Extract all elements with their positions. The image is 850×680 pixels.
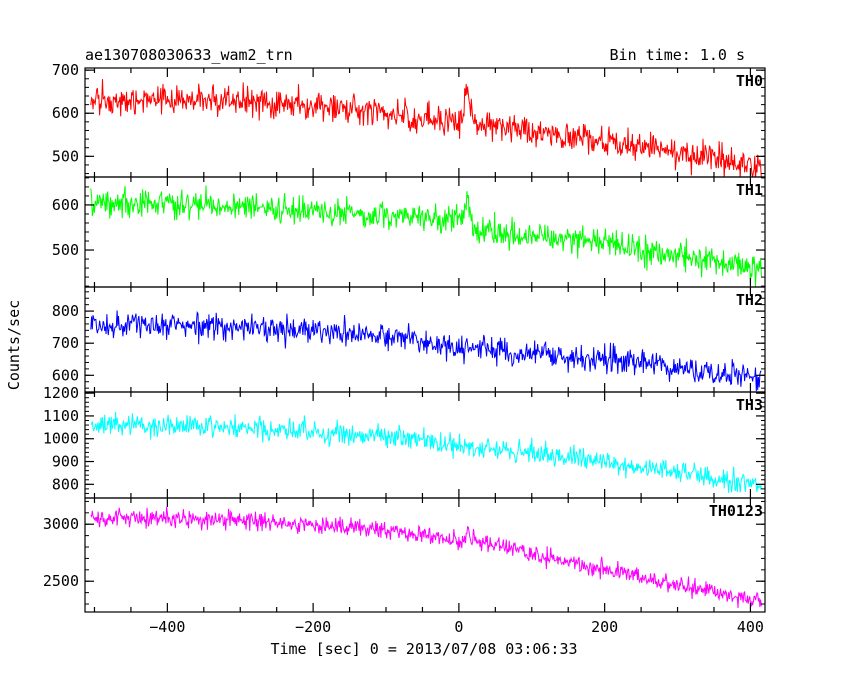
- x-tick-label: 200: [591, 618, 618, 636]
- panel-th0123: 2500 3000 TH0123: [43, 497, 766, 613]
- series-label-th2: TH2: [736, 291, 763, 309]
- y-tick-label: 700: [52, 61, 79, 79]
- panels-group: 500 600 700 TH0 500 600 TH1 600 700 800 TH2 800 900 1…: [43, 61, 766, 636]
- y-tick-label: 2500: [43, 572, 79, 590]
- y-tick-label: 3000: [43, 515, 79, 533]
- panel-frame: [84, 286, 766, 393]
- panel-th2: 600 700 800 TH2: [52, 286, 766, 393]
- series-line-th2: [90, 310, 762, 392]
- panel-frame: [84, 176, 766, 288]
- y-axis-label: Counts/sec: [5, 300, 23, 390]
- y-tick-label: 900: [52, 453, 79, 471]
- series-line-th1: [90, 185, 762, 287]
- y-tick-label: 600: [52, 196, 79, 214]
- y-tick-label: 600: [52, 104, 79, 122]
- y-tick-label: 700: [52, 334, 79, 352]
- series-line-th3: [90, 411, 762, 493]
- x-tick-label: −200: [295, 618, 331, 636]
- series-label-th0123: TH0123: [709, 502, 763, 520]
- series-line-th0: [90, 79, 762, 177]
- y-tick-label: 600: [52, 366, 79, 384]
- x-tick-label: 400: [737, 618, 764, 636]
- y-tick-label: 1000: [43, 430, 79, 448]
- panel-frame: [84, 67, 766, 178]
- series-label-th3: TH3: [736, 396, 763, 414]
- y-tick-label: 500: [52, 241, 79, 259]
- y-tick-label: 1100: [43, 407, 79, 425]
- panel-frame: [84, 497, 766, 613]
- series-label-th1: TH1: [736, 181, 763, 199]
- panel-th3: 800 900 1000 1100 1200 TH3: [43, 384, 766, 499]
- y-tick-label: 800: [52, 302, 79, 320]
- x-axis-label: Time [sec] 0 = 2013/07/08 03:06:33: [270, 640, 577, 658]
- series-line-th0123: [90, 506, 762, 609]
- y-tick-label: 800: [52, 475, 79, 493]
- x-tick-label: −400: [149, 618, 185, 636]
- chart-title: ae130708030633_wam2_trn: [85, 46, 293, 64]
- bin-time-label: Bin time: 1.0 s: [610, 46, 745, 64]
- series-label-th0: TH0: [736, 72, 763, 90]
- panel-th1: 500 600 TH1: [52, 176, 766, 288]
- y-tick-label: 500: [52, 147, 79, 165]
- x-tick-label: 0: [454, 618, 463, 636]
- y-tick-label: 1200: [43, 384, 79, 402]
- panel-th0: 500 600 700 TH0: [52, 61, 766, 178]
